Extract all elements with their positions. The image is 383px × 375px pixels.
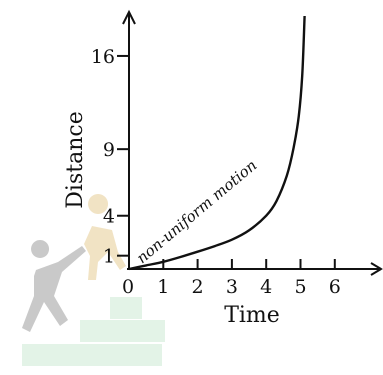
origin-label: 0 (122, 276, 134, 298)
watermark-step-middle (80, 320, 165, 342)
watermark-figure-right (84, 194, 126, 280)
x-axis-arrow-icon (370, 262, 383, 276)
series-line-non-uniform-motion (128, 15, 306, 271)
x-axis-title: Time (224, 303, 280, 328)
y-tick-label: 9 (103, 139, 115, 161)
curve-annotation: non-uniform motion (133, 156, 260, 267)
y-tick-label: 4 (103, 206, 115, 228)
y-axis-title: Distance (63, 111, 88, 208)
y-tick-label: 16 (91, 46, 115, 68)
watermark-step-top (110, 297, 142, 319)
x-tick-label: 1 (157, 276, 169, 298)
x-tick-label: 2 (192, 276, 204, 298)
x-tick-label: 5 (294, 276, 306, 298)
watermark-figure-left (22, 240, 86, 332)
x-tick-label: 6 (329, 276, 341, 298)
y-tick-label: 1 (103, 246, 115, 268)
watermark-logo (22, 194, 165, 366)
y-axis-arrow-icon (122, 9, 136, 25)
watermark-step-bottom (22, 344, 162, 366)
x-tick-label: 3 (226, 276, 238, 298)
x-tick-label: 4 (260, 276, 272, 298)
